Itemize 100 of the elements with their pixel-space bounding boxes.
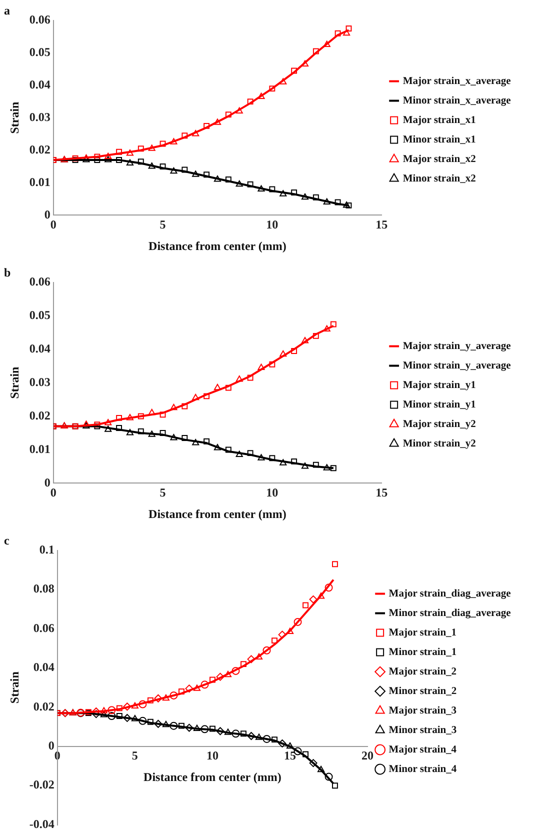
- point: [116, 713, 122, 719]
- point: [170, 722, 178, 730]
- point: [269, 361, 276, 368]
- point: [291, 190, 298, 196]
- y-tick-label: 0.04: [29, 341, 50, 356]
- y-tick-label: 0.05: [29, 308, 50, 322]
- point: [332, 561, 338, 568]
- point: [126, 150, 134, 156]
- y-tick-label: -0.04: [29, 816, 54, 831]
- point: [269, 455, 276, 462]
- point: [269, 186, 276, 192]
- point: [148, 162, 156, 169]
- point: [323, 198, 330, 204]
- point: [126, 159, 134, 166]
- point: [214, 118, 222, 125]
- legend-label: Major strain_x1: [402, 114, 476, 126]
- point: [148, 430, 156, 437]
- point: [193, 684, 200, 691]
- point: [280, 78, 287, 84]
- point: [334, 30, 341, 36]
- point: [138, 700, 147, 708]
- legend-label: Minor strain_y1: [402, 399, 476, 410]
- point: [302, 751, 308, 758]
- y-tick-label: 0.1: [39, 542, 54, 556]
- y-tick-label: 0.06: [33, 620, 54, 635]
- point: [280, 459, 287, 466]
- point: [192, 130, 200, 136]
- point: [170, 691, 178, 700]
- point: [123, 714, 132, 722]
- point: [192, 170, 200, 177]
- point: [232, 666, 240, 675]
- point: [200, 680, 209, 689]
- point: [280, 190, 287, 196]
- y-tick-label: 0: [48, 738, 54, 752]
- x-tick-label: 10: [206, 748, 218, 763]
- y-tick-label: 0.02: [29, 142, 50, 156]
- point: [123, 702, 132, 711]
- point: [324, 584, 333, 592]
- point: [138, 413, 144, 420]
- point: [258, 185, 265, 192]
- point: [247, 655, 256, 664]
- point: [247, 374, 254, 381]
- x-tick-label: 10: [266, 485, 278, 500]
- y-axis-title: Strain: [7, 101, 22, 134]
- point: [334, 199, 341, 206]
- point: [225, 112, 232, 118]
- point: [100, 711, 108, 718]
- point: [104, 152, 112, 160]
- chart-title: a: [4, 3, 10, 18]
- x-tick-label: 15: [284, 748, 296, 763]
- point: [116, 414, 122, 421]
- point: [302, 602, 308, 608]
- point: [210, 676, 216, 683]
- y-axis-title: Strain: [7, 366, 22, 399]
- y-tick-label: 0: [44, 475, 50, 490]
- legend-label: Major strain_y2: [402, 418, 476, 430]
- point: [162, 720, 170, 728]
- legend-label: Minor strain_4: [388, 764, 458, 775]
- chart-title: b: [4, 265, 11, 280]
- point: [272, 736, 278, 743]
- point: [224, 670, 232, 678]
- legend-label: Major strain_3: [388, 705, 457, 716]
- x-tick-label: 5: [160, 485, 166, 500]
- point: [182, 132, 188, 139]
- legend-label: Minor strain_y_average: [402, 360, 512, 372]
- point: [126, 429, 134, 436]
- y-tick-label: 0.05: [29, 44, 50, 59]
- point: [108, 712, 116, 720]
- x-tick-label: 5: [132, 748, 138, 763]
- point: [232, 730, 240, 738]
- point: [312, 48, 319, 54]
- point: [236, 450, 243, 458]
- point: [262, 734, 271, 743]
- point: [323, 464, 330, 470]
- chart-title: c: [4, 533, 10, 548]
- point: [160, 412, 166, 418]
- point: [247, 450, 254, 456]
- x-axis-title: Distance from center (mm): [148, 238, 286, 253]
- point: [204, 393, 210, 400]
- point: [225, 176, 232, 182]
- point: [216, 672, 224, 681]
- point: [193, 724, 200, 732]
- point: [138, 146, 144, 152]
- y-tick-label: 0.03: [29, 110, 50, 124]
- legend-label: Major strain_y1: [402, 380, 476, 391]
- x-axis-title: Distance from center (mm): [144, 770, 282, 784]
- legend-label: Minor strain_y2: [402, 438, 476, 450]
- point: [216, 727, 224, 736]
- y-tick-label: -0.02: [29, 778, 54, 792]
- legend-label: Major strain_x2: [402, 154, 476, 165]
- point: [160, 140, 166, 147]
- legend-label: Major strain_x_average: [402, 76, 512, 87]
- point: [162, 694, 170, 701]
- x-tick-label: 5: [160, 217, 166, 232]
- point: [116, 705, 122, 712]
- point: [182, 403, 188, 410]
- legend-label: Minor strain_3: [388, 724, 457, 736]
- point: [147, 718, 154, 725]
- point: [204, 122, 210, 129]
- point: [225, 446, 232, 453]
